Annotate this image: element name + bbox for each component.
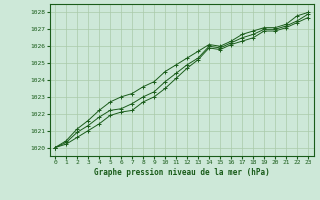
- X-axis label: Graphe pression niveau de la mer (hPa): Graphe pression niveau de la mer (hPa): [94, 168, 269, 177]
